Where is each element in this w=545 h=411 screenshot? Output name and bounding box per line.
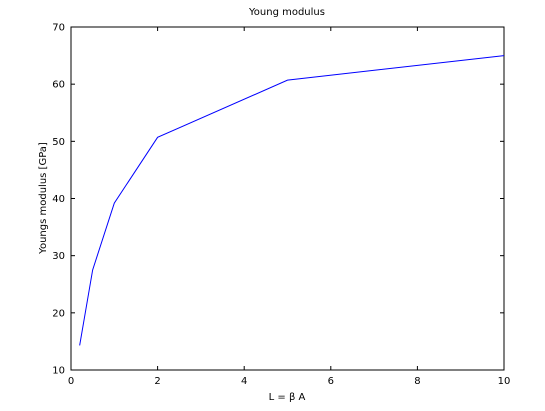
y-axis: 10 20 30 40 50 60 70 [52,23,504,377]
x-tick-label: 8 [414,376,420,387]
y-tick-label: 60 [52,80,65,91]
y-tick-label: 20 [52,308,65,319]
x-tick-label: 10 [498,376,511,387]
series-layer [79,55,505,346]
plot-area [70,26,505,371]
y-axis-label: Youngs modulus [GPa] [38,142,49,255]
x-tick-label: 6 [328,376,334,387]
x-tick-label: 2 [154,376,160,387]
series-line [79,55,505,346]
y-tick-label: 40 [52,194,65,205]
x-tick-label: 0 [68,376,74,387]
x-tick-label: 4 [241,376,247,387]
chart-title: Young modulus [248,7,325,18]
x-axis-label: L = β A [269,392,306,403]
y-tick-label: 10 [52,366,65,377]
x-axis: 0 2 4 6 8 10 [68,27,511,387]
y-tick-label: 30 [52,251,65,262]
y-tick-label: 50 [52,137,65,148]
y-tick-label: 70 [52,23,65,34]
